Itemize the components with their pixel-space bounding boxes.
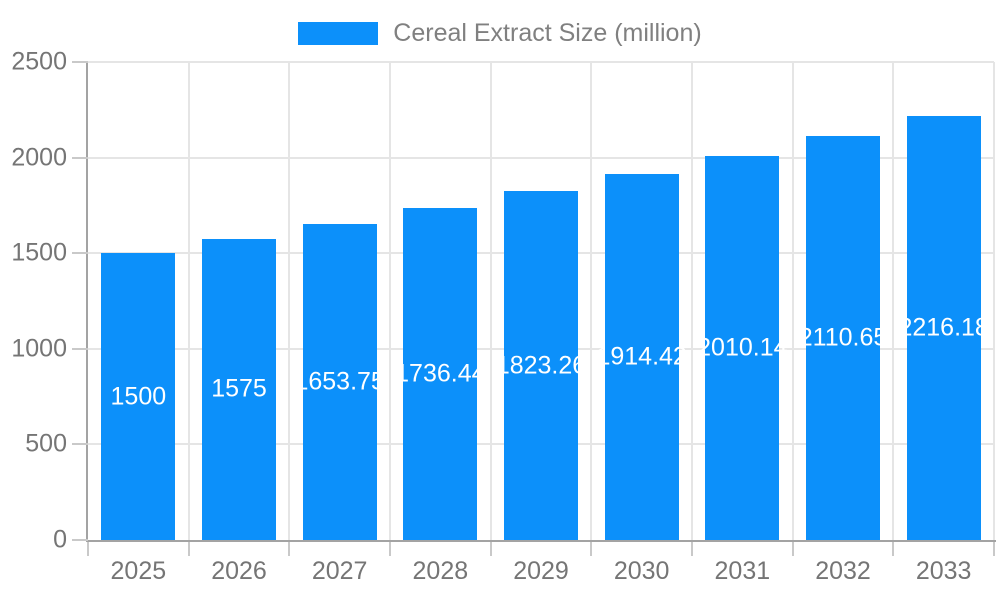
- y-axis-tick: [72, 539, 88, 541]
- x-axis-tick: [389, 542, 391, 556]
- x-tick-label: 2029: [513, 557, 569, 585]
- x-axis-line: [86, 540, 996, 542]
- x-axis-tick: [892, 542, 895, 556]
- bar-2026[interactable]: 1575: [202, 238, 276, 540]
- gridline-vertical: [288, 62, 291, 540]
- bar-value-label: 1823.26: [495, 351, 587, 380]
- y-tick-label: 0: [53, 525, 67, 554]
- bar-value-label: 1736.44: [395, 359, 486, 388]
- x-axis-tick: [288, 542, 291, 556]
- x-tick-label: 2033: [915, 557, 972, 585]
- x-axis-tick: [691, 542, 693, 556]
- bar-2033[interactable]: 2216.18: [898, 116, 989, 540]
- y-tick-label: 1500: [11, 238, 67, 267]
- gridline-vertical: [791, 62, 794, 540]
- x-axis-tick: [590, 542, 593, 556]
- x-axis-tick: [993, 542, 995, 556]
- y-axis-tick: [72, 347, 88, 350]
- gridline-vertical: [187, 62, 190, 540]
- bar-value-label: 2010.14: [697, 333, 788, 362]
- bar-2028[interactable]: 1736.44: [395, 208, 486, 540]
- gridline-horizontal: [88, 156, 994, 159]
- x-tick-label: 2025: [110, 557, 167, 585]
- bar-2031[interactable]: 2010.14: [697, 155, 788, 540]
- gridline-vertical: [993, 62, 995, 540]
- bar-value-label: 1653.75: [294, 367, 385, 396]
- x-tick-label: 2032: [815, 557, 871, 585]
- y-tick-label: 1000: [11, 334, 67, 363]
- x-tick-label: 2028: [412, 557, 469, 585]
- bar-2027[interactable]: 1653.75: [294, 223, 385, 540]
- y-axis-tick: [72, 252, 88, 255]
- plot-area: 1500 1575 1653.75 1736.44 1823.26 1914.42 2010…: [88, 61, 995, 540]
- gridline-horizontal: [88, 61, 994, 63]
- y-tick-label: 2500: [11, 47, 67, 76]
- x-tick-label: 2031: [714, 557, 771, 585]
- legend-label: Cereal Extract Size (million): [393, 19, 702, 47]
- bar-2030[interactable]: 1914.42: [596, 173, 687, 540]
- bar-2029[interactable]: 1823.26: [496, 191, 586, 540]
- bar-value-label: 1914.42: [596, 342, 687, 371]
- chart-legend[interactable]: Cereal Extract Size (million): [0, 19, 1000, 48]
- x-axis-tick: [187, 542, 190, 556]
- x-axis-tick: [87, 542, 89, 556]
- gridline-vertical: [590, 62, 593, 540]
- bar-value-label: 2216.18: [898, 313, 989, 342]
- bar-value-label: 1500: [110, 382, 167, 411]
- bar-2032[interactable]: 2110.65: [799, 136, 887, 540]
- y-axis-tick: [72, 443, 88, 446]
- gridline-vertical: [892, 62, 895, 540]
- x-tick-label: 2030: [613, 557, 670, 585]
- y-axis-tick: [72, 61, 88, 63]
- y-tick-label: 2000: [11, 143, 67, 172]
- bar-value-label: 2110.65: [798, 323, 888, 352]
- gridline-vertical: [489, 62, 492, 540]
- y-axis-tick: [72, 156, 88, 159]
- x-axis-tick: [489, 542, 492, 556]
- gridline-vertical: [691, 62, 693, 540]
- y-tick-label: 500: [25, 429, 67, 458]
- legend-swatch: [298, 22, 379, 45]
- x-tick-label: 2026: [211, 557, 267, 585]
- x-tick-label: 2027: [311, 557, 368, 585]
- bar-value-label: 1575: [211, 374, 267, 403]
- bar-2025[interactable]: 1500: [101, 253, 176, 540]
- y-axis-line: [86, 62, 88, 540]
- x-axis-tick: [791, 542, 794, 556]
- gridline-vertical: [389, 62, 391, 540]
